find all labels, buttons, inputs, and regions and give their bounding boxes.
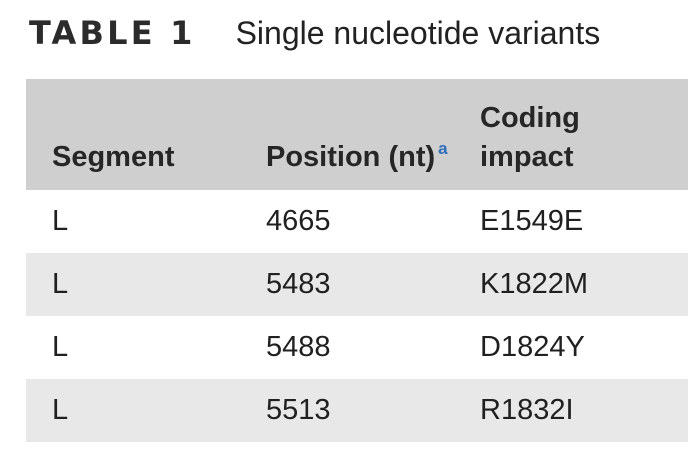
cell-coding-impact: D1824Y — [480, 331, 585, 363]
column-header-line: impact — [480, 141, 574, 173]
table-row: L 5488 D1824Y — [26, 316, 688, 379]
cell-position: 4665 — [266, 205, 331, 237]
cell-coding-impact: E1549E — [480, 205, 584, 237]
column-header-coding-impact: Coding impact — [480, 79, 688, 190]
variants-table-container: Segment Position (nt) a Coding impact L 4… — [26, 79, 688, 442]
table-row: L 5513 R1832I — [26, 379, 688, 442]
footnote-link[interactable]: a — [438, 139, 448, 158]
table-header: Segment Position (nt) a Coding impact — [26, 79, 688, 190]
column-header-segment: Segment — [26, 79, 266, 190]
column-header-position: Position (nt) a — [266, 79, 480, 190]
table-row: L 4665 E1549E — [26, 190, 688, 253]
cell-segment: L — [52, 268, 69, 300]
table-title: Single nucleotide variants — [235, 15, 601, 51]
table-body: L 4665 E1549E L 5483 K1822M L 5488 D1824… — [26, 190, 688, 442]
cell-coding-impact: R1832I — [480, 394, 574, 426]
column-header-label: Segment — [52, 141, 175, 173]
table-number: TABLE 1 — [29, 14, 196, 52]
column-header-label: Position (nt) — [266, 141, 436, 173]
variants-table: Segment Position (nt) a Coding impact L 4… — [26, 79, 688, 442]
column-header-line: Coding — [480, 102, 580, 134]
column-header-label: Coding impact — [480, 99, 688, 177]
header-row: Segment Position (nt) a Coding impact — [26, 79, 688, 190]
cell-segment: L — [52, 394, 69, 426]
cell-segment: L — [52, 331, 69, 363]
cell-position: 5513 — [266, 394, 331, 426]
table-caption: TABLE 1 Single nucleotide variants — [29, 14, 600, 60]
cell-coding-impact: K1822M — [480, 268, 589, 300]
cell-position: 5488 — [266, 331, 331, 363]
table-row: L 5483 K1822M — [26, 253, 688, 316]
cell-position: 5483 — [266, 268, 331, 300]
cell-segment: L — [52, 205, 69, 237]
